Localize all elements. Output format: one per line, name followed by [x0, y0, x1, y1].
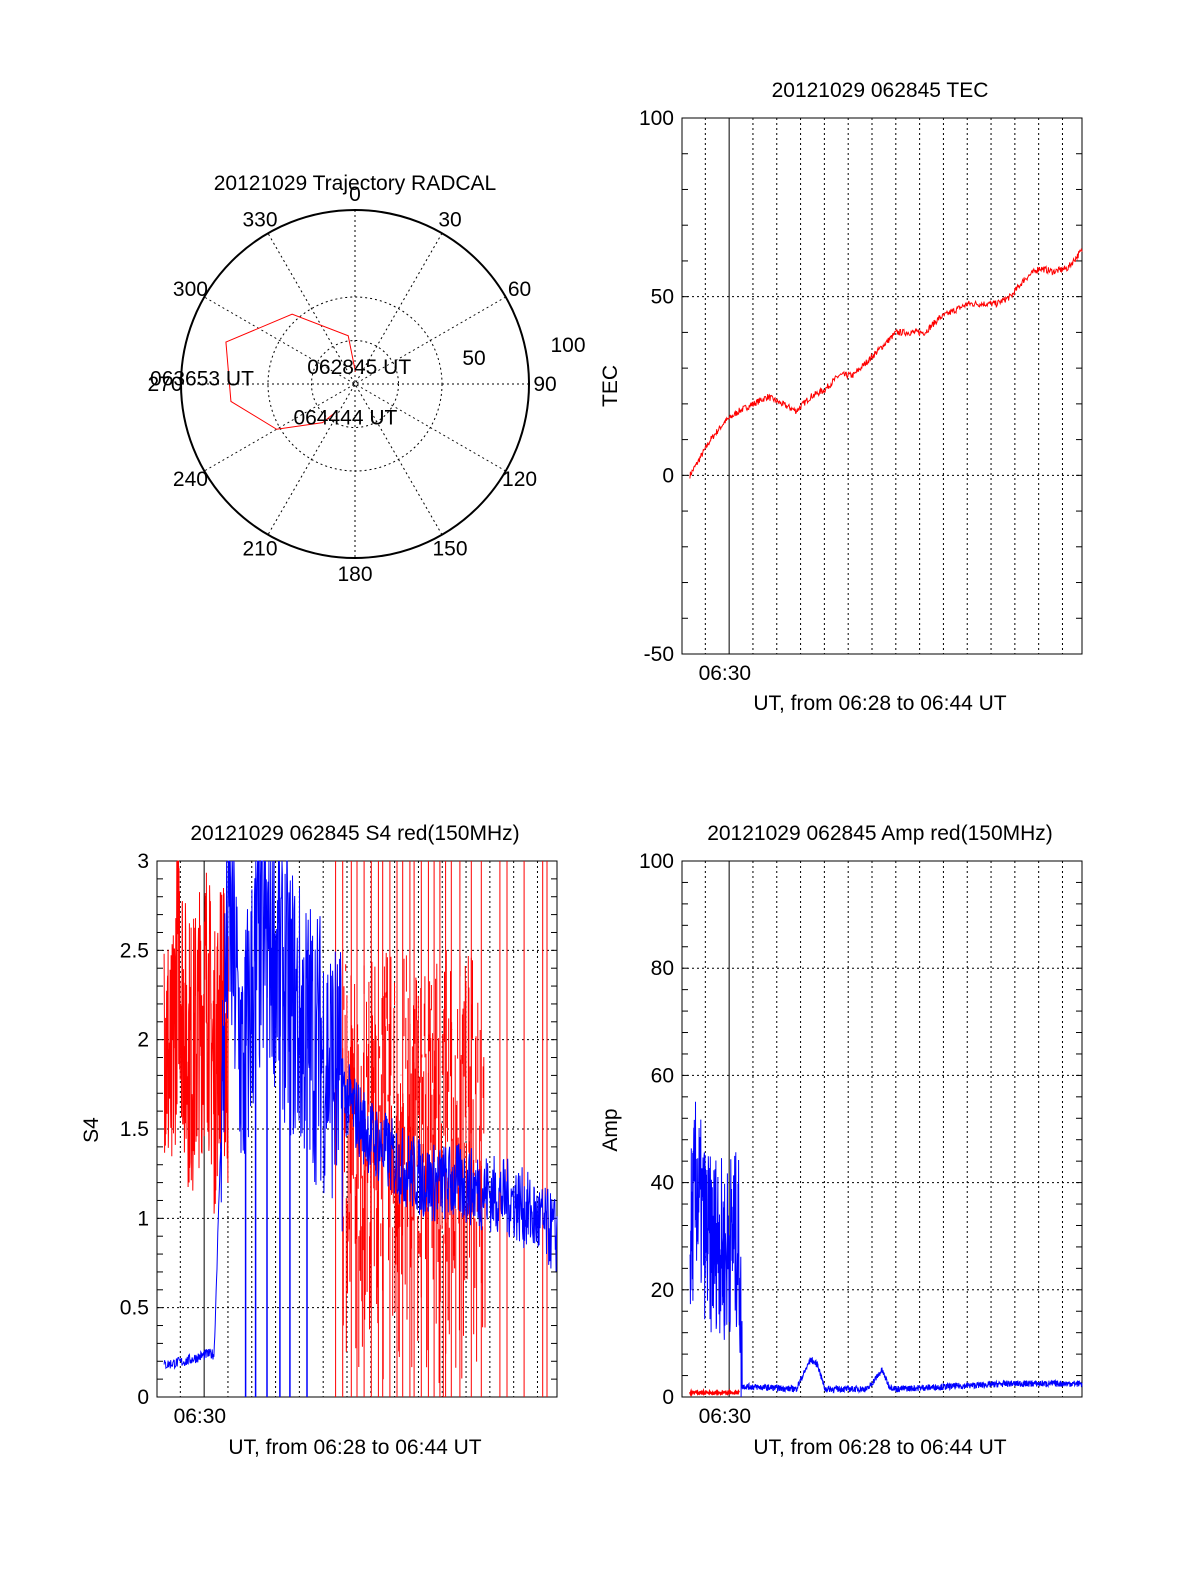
- s4-chart: 20121029 062845 S4 red(150MHz) UT, from …: [80, 822, 558, 1459]
- y-tick-label: 60: [651, 1064, 674, 1087]
- y-tick-label: 1: [137, 1207, 149, 1230]
- tec-xlabel: UT, from 06:28 to 06:44 UT: [753, 692, 1006, 715]
- s4-red-series-line: [163, 860, 229, 1214]
- y-tick-label: 100: [639, 107, 674, 130]
- s4-blue-series-line: [163, 860, 558, 1370]
- plot-frame: [681, 860, 1083, 1398]
- y-tick-label: 3: [137, 850, 149, 873]
- y-tick-label: 0.5: [120, 1297, 149, 1320]
- polar-angle-labels: 0 30 60 90 120 150 180 210 240 270 300 330: [147, 183, 556, 586]
- polar-radial-label: 100: [550, 334, 585, 357]
- x-tick-label: 06:30: [174, 1405, 227, 1428]
- polar-grid: [180, 209, 530, 559]
- polar-angle-label: 90: [533, 373, 556, 396]
- polar-angle-label: 240: [173, 468, 208, 491]
- y-tick-label: 50: [651, 286, 674, 309]
- polar-angle-label: 60: [508, 278, 531, 301]
- y-tick-label: 2.5: [120, 939, 149, 962]
- y-tick-label: 80: [651, 957, 674, 980]
- trajectory-line: [225, 313, 356, 430]
- amp-ylabel: Amp: [599, 1108, 622, 1151]
- amp-chart: 20121029 062845 Amp red(150MHz) UT, from…: [599, 822, 1083, 1459]
- polar-angle-label: 150: [432, 538, 467, 561]
- y-tick-label: 1.5: [120, 1118, 149, 1141]
- polar-ring-50: [267, 296, 443, 472]
- y-tick-label: 0: [662, 464, 674, 487]
- s4-title: 20121029 062845 S4 red(150MHz): [190, 822, 519, 845]
- y-tick-label: 40: [651, 1172, 674, 1195]
- amp-red-series-line: [688, 1388, 740, 1397]
- polar-angle-label: 120: [502, 468, 537, 491]
- polar-angle-label: 30: [438, 208, 461, 231]
- y-tick-label: 0: [662, 1386, 674, 1409]
- tec-series-line: [689, 248, 1083, 479]
- polar-angle-label: 300: [173, 278, 208, 301]
- polar-radial-label: 50: [462, 347, 485, 370]
- trajectory-annotations: 062845 UT 063653 UT 064444 UT: [150, 356, 411, 429]
- y-tick-label: 20: [651, 1279, 674, 1302]
- y-tick-label: 2: [137, 1029, 149, 1052]
- x-tick-label: 06:30: [699, 662, 752, 685]
- polar-radial-labels: 50 100: [462, 334, 585, 370]
- x-tick-label: 06:30: [699, 1405, 752, 1428]
- s4-xlabel: UT, from 06:28 to 06:44 UT: [228, 1436, 481, 1459]
- tec-chart: 20121029 062845 TEC UT, from 06:28 to 06…: [599, 79, 1083, 715]
- trajectory-annotation: 063653 UT: [150, 368, 254, 391]
- amp-xlabel: UT, from 06:28 to 06:44 UT: [753, 1436, 1006, 1459]
- trajectory-polar-chart: 20121029 Trajectory RADCAL 0 30 60 90 120 150…: [147, 172, 585, 586]
- polar-spoke: [267, 233, 443, 535]
- tec-ylabel: TEC: [599, 365, 622, 407]
- plot-frame: [681, 117, 1083, 655]
- polar-angle-label: 270: [147, 373, 182, 396]
- s4-blue-dropouts: [244, 950, 308, 1397]
- y-tick-label: 0: [137, 1386, 149, 1409]
- tec-title: 20121029 062845 TEC: [772, 79, 989, 102]
- amp-blue-series-line: [689, 1101, 1083, 1398]
- trajectory-annotation: 062845 UT: [307, 356, 411, 379]
- polar-angle-label: 330: [242, 208, 277, 231]
- amp-title: 20121029 062845 Amp red(150MHz): [707, 822, 1053, 845]
- trajectory-annotation: 064444 UT: [293, 406, 397, 429]
- y-tick-label: -50: [644, 643, 674, 666]
- polar-spoke: [267, 233, 443, 535]
- polar-angle-label: 210: [242, 538, 277, 561]
- polar-angle-label: 180: [337, 563, 372, 586]
- y-tick-label: 100: [639, 850, 674, 873]
- s4-ylabel: S4: [80, 1117, 103, 1143]
- polar-angle-label: 0: [349, 183, 361, 206]
- polar-title: 20121029 Trajectory RADCAL: [214, 172, 497, 195]
